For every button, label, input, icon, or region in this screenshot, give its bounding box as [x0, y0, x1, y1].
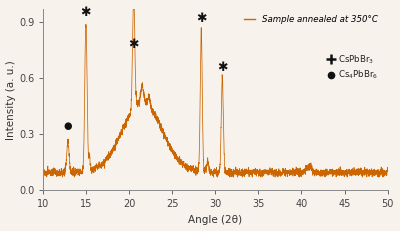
Text: ✱: ✱	[196, 12, 206, 25]
Y-axis label: Intensity (a. u.): Intensity (a. u.)	[6, 60, 16, 140]
Text: ✱: ✱	[128, 38, 139, 51]
Legend: CsPbBr$_3$, Cs$_4$PbBr$_6$: CsPbBr$_3$, Cs$_4$PbBr$_6$	[324, 50, 382, 85]
X-axis label: Angle (2θ): Angle (2θ)	[188, 215, 242, 225]
Text: ✱: ✱	[81, 6, 91, 19]
Text: ●: ●	[64, 121, 72, 131]
Text: ✱: ✱	[217, 61, 228, 73]
